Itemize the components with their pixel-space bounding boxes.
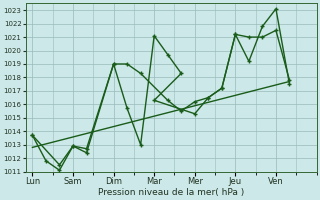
X-axis label: Pression niveau de la mer( hPa ): Pression niveau de la mer( hPa ) [98, 188, 244, 197]
